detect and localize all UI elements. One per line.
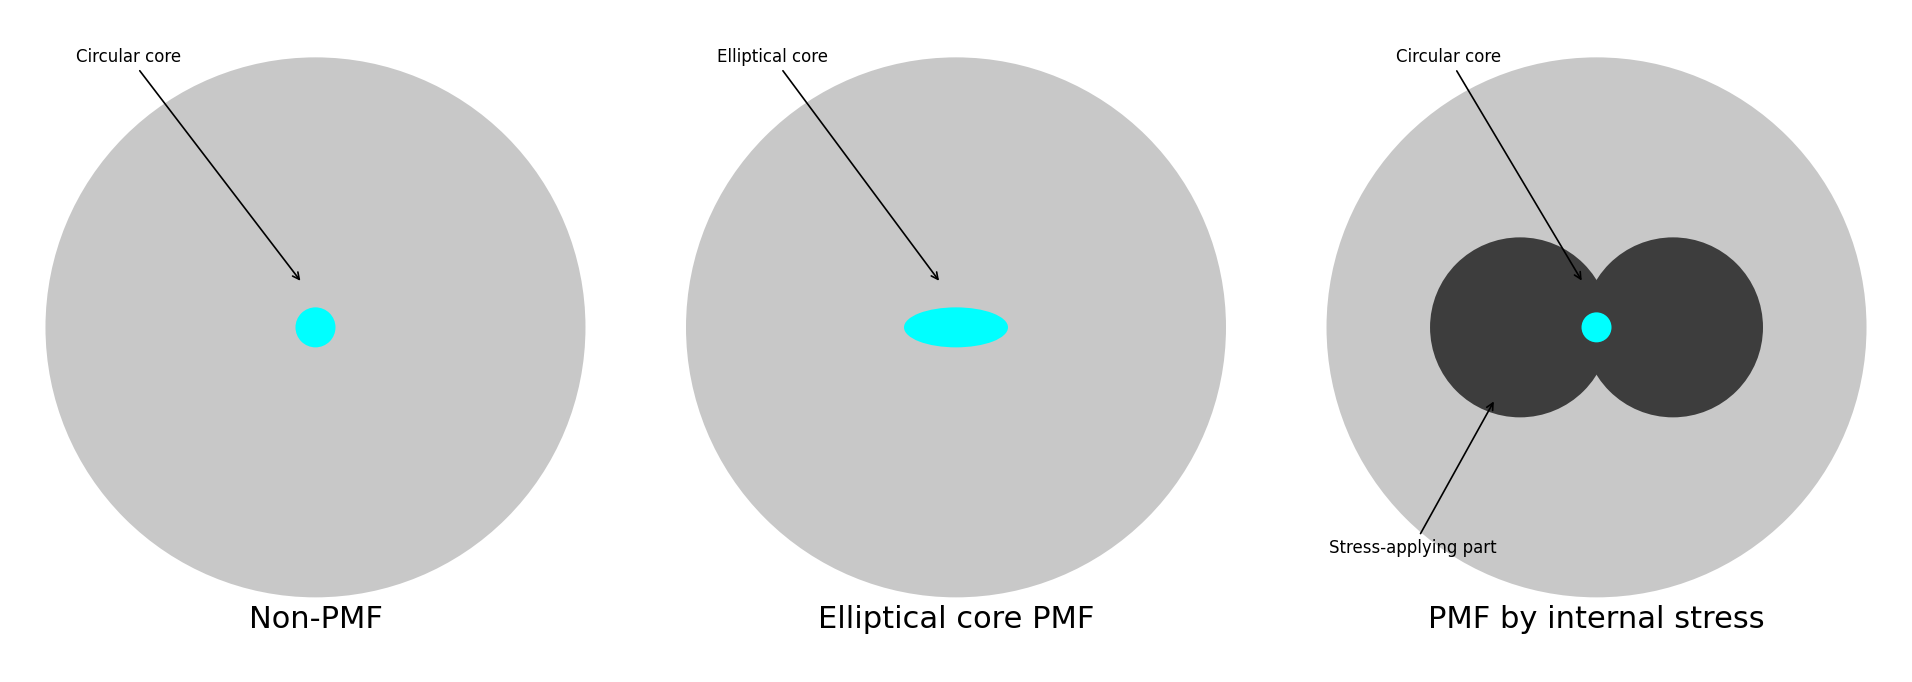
Text: Elliptical core: Elliptical core <box>717 48 939 280</box>
Ellipse shape <box>46 57 585 597</box>
Ellipse shape <box>1327 57 1866 597</box>
Ellipse shape <box>296 308 335 347</box>
Text: Circular core: Circular core <box>76 48 300 280</box>
Ellipse shape <box>686 57 1226 597</box>
Text: Non-PMF: Non-PMF <box>249 605 382 634</box>
Ellipse shape <box>904 308 1008 347</box>
Ellipse shape <box>1430 237 1610 417</box>
Text: PMF by internal stress: PMF by internal stress <box>1428 605 1765 634</box>
Text: Circular core: Circular core <box>1396 48 1581 279</box>
Text: Elliptical core PMF: Elliptical core PMF <box>818 605 1094 634</box>
Ellipse shape <box>1583 237 1763 417</box>
Text: Stress-applying part: Stress-applying part <box>1329 403 1497 557</box>
Ellipse shape <box>1581 312 1612 342</box>
